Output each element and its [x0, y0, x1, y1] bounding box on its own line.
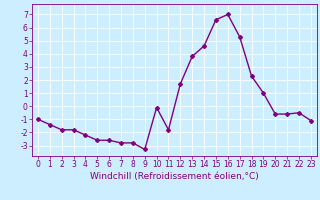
X-axis label: Windchill (Refroidissement éolien,°C): Windchill (Refroidissement éolien,°C) — [90, 172, 259, 181]
